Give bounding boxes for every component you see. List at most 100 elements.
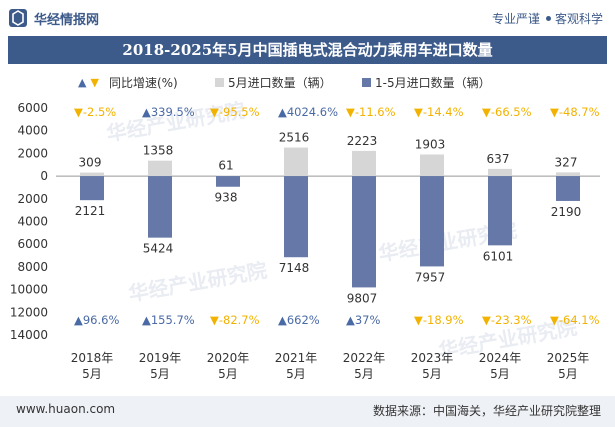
label-month: 2223 — [347, 134, 378, 148]
legend: ▲ ▼ 同比增速(%) 5月进口数量（辆） 1-5月进口数量（辆） — [0, 74, 615, 94]
x-axis: 2018年 5月 2019年 5月 2020年 5月 2021年 5月 2022年 5月 2023年… — [71, 351, 590, 381]
label-cumulative: 2121 — [75, 204, 106, 218]
triangle-down-icon: ▼ — [90, 76, 99, 89]
legend-month-swatch — [215, 78, 224, 87]
label-month: 637 — [487, 152, 510, 166]
legend-month-label: 5月进口数量（辆） — [228, 76, 332, 90]
legend-yoy-label: 同比增速(%) — [108, 76, 178, 90]
yoy-cumulative: ▲155.7% — [142, 313, 195, 327]
y-tick-label: 0 — [40, 169, 48, 183]
y-tick-label: 6000 — [17, 237, 48, 251]
bar-month — [556, 172, 580, 177]
yoy-cumulative: ▼-23.3% — [482, 313, 532, 327]
yoy-cumulative: ▲96.6% — [74, 313, 119, 327]
bar-cumulative — [556, 176, 580, 201]
legend-cumulative-swatch — [362, 78, 371, 87]
x-category-label: 5月 — [354, 367, 374, 381]
y-tick-label: 8000 — [17, 260, 48, 274]
slogan-2: 客观科学 — [554, 12, 603, 26]
y-tick-label: 2000 — [17, 192, 48, 206]
x-category-label: 2022年 — [343, 351, 386, 365]
legend-yoy: ▲ ▼ 同比增速(%) — [78, 74, 178, 91]
label-cumulative: 7957 — [415, 270, 446, 284]
x-category-label: 2019年 — [139, 351, 182, 365]
x-category-label: 2021年 — [275, 351, 318, 365]
yoy-month: ▼-95.5% — [210, 105, 260, 119]
y-tick-label: 10000 — [10, 283, 48, 297]
bar-month — [488, 168, 512, 177]
x-category-label: 2024年 — [479, 351, 522, 365]
yoy-cumulative: ▼-64.1% — [550, 313, 600, 327]
bar-month — [420, 154, 444, 177]
x-category-label: 5月 — [82, 367, 102, 381]
label-month: 309 — [79, 156, 102, 170]
bar-cumulative — [284, 176, 308, 258]
triangle-up-icon: ▲ — [78, 76, 87, 89]
bar-cumulative — [80, 176, 104, 201]
label-month: 327 — [555, 155, 578, 169]
yoy-cumulative: ▼-82.7% — [210, 313, 260, 327]
footer: www.huaon.com 数据来源：中国海关，华经产业研究院整理 — [0, 396, 615, 427]
yoy-month: ▼-11.6% — [346, 105, 396, 119]
footer-source: 数据来源：中国海关，华经产业研究院整理 — [372, 404, 601, 418]
yoy-cumulative: ▼-18.9% — [414, 313, 464, 327]
label-month: 61 — [218, 158, 233, 172]
y-tick-label: 4000 — [17, 124, 48, 138]
x-category-label: 5月 — [422, 367, 442, 381]
y-tick-label: 6000 — [17, 101, 48, 115]
label-cumulative: 7148 — [279, 261, 310, 275]
x-category-label: 5月 — [558, 367, 578, 381]
top-bar: 华经情报网 专业严谨 客观科学 — [0, 0, 615, 36]
x-category-label: 2018年 — [71, 351, 114, 365]
logo-text: 华经情报网 — [34, 12, 100, 28]
x-category-label: 2020年 — [207, 351, 250, 365]
label-cumulative: 5424 — [143, 242, 174, 256]
bar-cumulative — [352, 176, 376, 288]
x-category-label: 2025年 — [547, 351, 590, 365]
label-cumulative: 6101 — [483, 249, 514, 263]
slogan: 专业严谨 客观科学 — [492, 10, 603, 27]
watermark-2: 华经产业研究院 — [127, 258, 269, 306]
label-cumulative: 938 — [215, 191, 238, 205]
label-month: 2516 — [279, 131, 310, 145]
y-tick-label: 12000 — [10, 305, 48, 319]
logo-icon — [9, 9, 27, 27]
bars — [80, 147, 580, 288]
x-category-label: 5月 — [150, 367, 170, 381]
x-category-label: 2023年 — [411, 351, 454, 365]
dot-separator — [545, 16, 551, 21]
yoy-month: ▲339.5% — [142, 105, 195, 119]
y-tick-label: 2000 — [17, 146, 48, 160]
label-cumulative: 2190 — [551, 205, 582, 219]
legend-cumulative-label: 1-5月进口数量（辆） — [375, 76, 491, 90]
x-category-label: 5月 — [218, 367, 238, 381]
bar-cumulative — [216, 176, 240, 187]
yoy-month: ▲4024.6% — [278, 105, 338, 119]
bar-month — [148, 160, 172, 177]
bar-cumulative — [420, 176, 444, 267]
bar-cumulative — [488, 176, 512, 246]
label-month: 1903 — [415, 138, 446, 152]
bar-month — [80, 172, 104, 177]
yoy-month: ▼-66.5% — [482, 105, 532, 119]
bar-cumulative — [148, 176, 172, 238]
yoy-cumulative: ▲662% — [278, 313, 320, 327]
yoy-month: ▼-48.7% — [550, 105, 600, 119]
x-category-label: 5月 — [286, 367, 306, 381]
slogan-1: 专业严谨 — [491, 12, 540, 26]
x-category-label: 5月 — [490, 367, 510, 381]
logo: 华经情报网 — [8, 8, 99, 28]
label-cumulative: 9807 — [347, 291, 378, 305]
bar-month — [352, 150, 376, 177]
y-tick-label: 4000 — [17, 215, 48, 229]
chart-title: 2018-2025年5月中国插电式混合动力乘用车进口数量 — [8, 36, 607, 64]
yoy-month: ▼-14.4% — [414, 105, 464, 119]
bar-month — [216, 175, 240, 177]
bar-month — [284, 147, 308, 177]
y-tick-label: 14000 — [10, 328, 48, 342]
footer-website: www.huaon.com — [16, 402, 116, 416]
yoy-cumulative: ▲37% — [346, 313, 380, 327]
legend-month: 5月进口数量（辆） — [215, 74, 332, 91]
y-axis: 6000 4000 2000 0 2000 4000 6000 8000 10000 12000 1… — [10, 101, 600, 342]
